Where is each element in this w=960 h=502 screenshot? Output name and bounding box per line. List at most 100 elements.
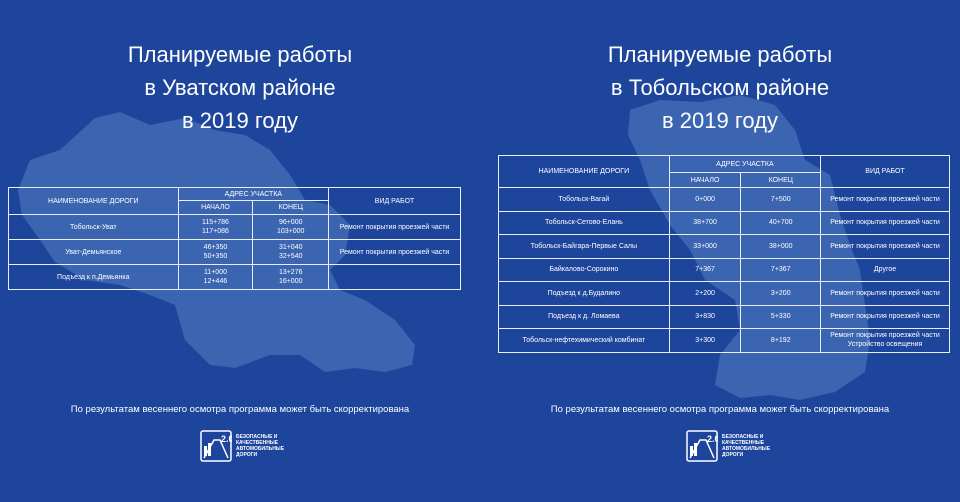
uvat-logo: 2.0 БЕЗОПАСНЫЕ И КАЧЕСТВЕННЫЕ АВТОМОБИЛЬ… bbox=[200, 430, 284, 462]
work-type: Ремонт покрытия проезжей части bbox=[820, 187, 950, 212]
work-type: Ремонт покрытия проезжей части bbox=[820, 304, 950, 329]
work-type: Ремонт покрытия проезжей части bbox=[820, 234, 950, 259]
work-type: Ремонт покрытия проезжей части bbox=[328, 239, 461, 265]
logo-mark-text: 2.0 bbox=[221, 434, 232, 444]
km-value: 115+786 bbox=[201, 219, 229, 226]
km-value: 32+540 bbox=[278, 253, 303, 260]
header-road: НАИМЕНОВАНИЕ ДОРОГИ bbox=[8, 187, 179, 215]
header-end: КОНЕЦ bbox=[252, 200, 330, 215]
title-line: в Уватском районе bbox=[144, 75, 336, 100]
uvat-panel: Планируемые работы в Уватском районе в 2… bbox=[0, 38, 480, 462]
table-row: Тобольск-Уват 115+786 117+086 96+000 103… bbox=[8, 214, 461, 240]
header-end: КОНЕЦ bbox=[740, 172, 822, 188]
header-work: ВИД РАБОТ bbox=[328, 187, 461, 215]
work-type: Ремонт покрытия проезжей части bbox=[820, 210, 950, 235]
km-value: 46+350 bbox=[203, 244, 228, 251]
start-km: 2+200 bbox=[668, 281, 742, 306]
header-start: НАЧАЛО bbox=[668, 172, 742, 188]
end-km: 5+330 bbox=[740, 304, 822, 329]
work-line: Ремонт покрытия проезжей части bbox=[830, 219, 940, 227]
title-line: Планируемые работы bbox=[127, 42, 353, 67]
end-km: 38+000 bbox=[740, 234, 822, 259]
table-row: Подъезд к д.Будалино 2+200 3+200 Ремонт пок… bbox=[498, 281, 950, 306]
km-value: 50+350 bbox=[203, 253, 228, 260]
tobolsk-logo: 2.0 БЕЗОПАСНЫЕ И КАЧЕСТВЕННЫЕ АВТОМОБИЛЬ… bbox=[686, 430, 770, 462]
work-type: Ремонт покрытия проезжей части bbox=[328, 214, 461, 240]
header-road: НАИМЕНОВАНИЕ ДОРОГИ bbox=[498, 155, 670, 188]
end-km: 7+500 bbox=[740, 187, 822, 212]
start-km: 3+300 bbox=[668, 328, 742, 353]
table-row: Подъезд к п.Демьянка 11+000 12+446 13+27… bbox=[8, 264, 461, 290]
end-km: 3+200 bbox=[740, 281, 822, 306]
logo-line: ДОРОГИ bbox=[236, 452, 258, 458]
table-row: Байкалово-Сорокино 7+367 7+367 Другое bbox=[498, 257, 950, 282]
km-value: 103+000 bbox=[276, 228, 305, 235]
logo-line: АВТОМОБИЛЬНЫЕ bbox=[236, 446, 285, 452]
tobolsk-note: По результатам весеннего осмотра програм… bbox=[550, 404, 890, 415]
start-km: 38+700 bbox=[668, 210, 742, 235]
logo-text: БЕЗОПАСНЫЕ И КАЧЕСТВЕННЫЕ АВТОМОБИЛЬНЫЕ … bbox=[722, 434, 770, 458]
work-line: Ремонт покрытия проезжей части bbox=[830, 195, 940, 203]
title-line: в 2019 году bbox=[662, 108, 778, 133]
start-km: 3+830 bbox=[668, 304, 742, 329]
km-value: 31+040 bbox=[278, 244, 303, 251]
end-km: 13+276 16+000 bbox=[252, 264, 330, 290]
logo-mark-text: 2.0 bbox=[707, 434, 718, 444]
start-km: 0+000 bbox=[668, 187, 742, 212]
road-name: Тобольск-Вагай bbox=[498, 187, 670, 212]
work-type-empty bbox=[328, 264, 461, 290]
road-name: Тобольск-нефтехимический комбинат bbox=[498, 328, 670, 353]
end-km: 7+367 bbox=[740, 257, 822, 282]
work-type: Другое bbox=[820, 257, 950, 282]
title-line: в 2019 году bbox=[182, 108, 298, 133]
logo-line: ДОРОГИ bbox=[722, 452, 744, 458]
km-value: 96+000 bbox=[278, 219, 303, 226]
road-logo-icon: 2.0 bbox=[686, 430, 718, 462]
logo-line: АВТОМОБИЛЬНЫЕ bbox=[722, 446, 771, 452]
start-km: 11+000 12+446 bbox=[177, 264, 254, 290]
km-value: 117+086 bbox=[201, 228, 229, 235]
road-name: Байкалово-Сорокино bbox=[498, 257, 670, 282]
km-value: 12+446 bbox=[203, 278, 228, 285]
header-address: АДРЕС УЧАСТКА bbox=[177, 187, 330, 201]
road-name: Тобольск-Уват bbox=[8, 214, 179, 240]
work-line: Другое bbox=[873, 266, 897, 274]
work-type: Ремонт покрытия проезжей части Устройство… bbox=[820, 328, 950, 353]
road-name: Тобольск-Байгара-Первые Салы bbox=[498, 234, 670, 259]
table-row: Тобольск-Байгара-Первые Салы 33+000 38+000… bbox=[498, 234, 950, 259]
road-name: Подъезд к д.Будалино bbox=[498, 281, 670, 306]
end-km: 8+192 bbox=[740, 328, 822, 353]
end-km: 31+040 32+540 bbox=[252, 239, 330, 265]
title-line: Планируемые работы bbox=[607, 42, 833, 67]
logo-line: КАЧЕСТВЕННЫЕ bbox=[236, 440, 279, 446]
tobolsk-title: Планируемые работы в Тобольском районе в… bbox=[480, 38, 960, 137]
road-name: Уват-Демьянское bbox=[8, 239, 179, 265]
start-km: 115+786 117+086 bbox=[177, 214, 254, 240]
work-line: Ремонт покрытия проезжей части bbox=[830, 313, 940, 321]
end-km: 96+000 103+000 bbox=[252, 214, 330, 240]
road-name: Тобольск-Сетово-Елань bbox=[498, 210, 670, 235]
road-name: Подъезд к п.Демьянка bbox=[8, 264, 179, 290]
uvat-works-table: НАИМЕНОВАНИЕ ДОРОГИ АДРЕС УЧАСТКА ВИД РА… bbox=[8, 187, 461, 290]
logo-line: БЕЗОПАСНЫЕ И bbox=[722, 434, 764, 440]
work-line: Устройство освещения bbox=[847, 341, 923, 349]
road-logo-icon: 2.0 bbox=[200, 430, 232, 462]
table-row: Подъезд к д. Ломаева 3+830 5+330 Ремонт пок… bbox=[498, 304, 950, 329]
header-address: АДРЕС УЧАСТКА bbox=[668, 155, 822, 173]
start-km: 7+367 bbox=[668, 257, 742, 282]
km-value: 16+000 bbox=[278, 278, 303, 285]
header-start: НАЧАЛО bbox=[177, 200, 254, 215]
table-row: Тобольск-Сетово-Елань 38+700 40+700 Ремонт … bbox=[498, 210, 950, 235]
end-km: 40+700 bbox=[740, 210, 822, 235]
header-work: ВИД РАБОТ bbox=[820, 155, 950, 188]
km-value: 13+276 bbox=[278, 269, 303, 276]
tobolsk-works-table: НАИМЕНОВАНИЕ ДОРОГИ АДРЕС УЧАСТКА ВИД РА… bbox=[498, 155, 950, 353]
work-line: Ремонт покрытия проезжей части bbox=[830, 332, 940, 340]
road-name: Подъезд к д. Ломаева bbox=[498, 304, 670, 329]
work-line: Ремонт покрытия проезжей части bbox=[830, 289, 940, 297]
work-line: Ремонт покрытия проезжей части bbox=[830, 242, 940, 250]
uvat-title: Планируемые работы в Уватском районе в 2… bbox=[0, 38, 480, 137]
start-km: 33+000 bbox=[668, 234, 742, 259]
table-row: Тобольск-Вагай 0+000 7+500 Ремонт покрытия … bbox=[498, 187, 950, 212]
logo-text: БЕЗОПАСНЫЕ И КАЧЕСТВЕННЫЕ АВТОМОБИЛЬНЫЕ … bbox=[236, 434, 284, 458]
